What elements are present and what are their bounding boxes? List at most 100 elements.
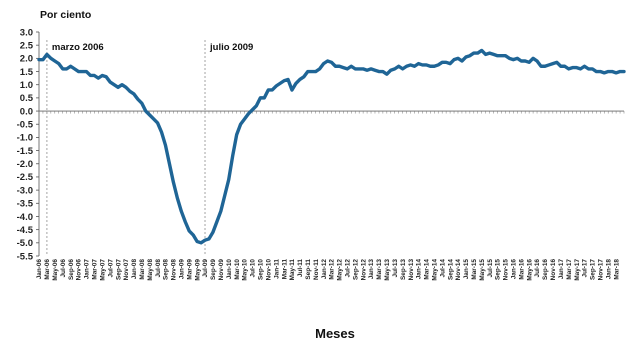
x-tick-label: Jan-06 [36,259,43,280]
x-tick-label: Jan-16 [511,259,518,280]
x-tick-label: Nov-15 [503,259,510,281]
x-tick-label: Jul-12 [345,259,352,278]
x-axis-title: Meses [315,326,355,341]
y-tick-label: 0.0 [20,106,33,117]
x-tick-label: May-08 [147,259,154,281]
x-tick-label: Jul-09 [202,259,209,278]
x-tick-label: Jan-10 [226,259,233,280]
x-tick-label: Jan-08 [131,259,138,280]
x-tick-label: Sep-13 [400,259,407,280]
x-tick-label: May-15 [479,259,486,281]
x-tick-label: Mar-12 [329,259,336,280]
x-tick-label: Jul-11 [297,259,304,278]
x-tick-label: May-09 [194,259,201,281]
x-tick-label: May-07 [99,259,106,281]
y-tick-label: -5.5 [17,251,34,262]
x-tick-label: Sep-08 [163,259,170,280]
y-tick-label: 3.0 [20,27,33,38]
annotation-label: julio 2009 [209,42,253,53]
y-tick-label: 2.0 [20,54,33,65]
x-tick-label: Jul-10 [250,259,257,278]
x-tick-label: Jan-15 [463,259,470,280]
x-tick-label: Sep-12 [352,259,359,280]
x-tick-label: Sep-14 [447,259,454,280]
annotations: marzo 2006 julio 2009 [46,40,253,256]
x-tick-label: Nov-09 [218,259,225,281]
x-tick-label: Mar-09 [186,259,193,280]
x-tick-label: Jul-14 [439,259,446,278]
x-tick-label: Jul-07 [107,259,114,278]
y-tick-label: -3.5 [17,199,34,210]
y-tick-label: -5.0 [17,238,33,249]
x-tick-label: Mar-17 [566,259,573,280]
x-tick-label: Mar-16 [518,259,525,280]
x-tick-label: Jul-17 [582,259,589,278]
y-tick-label: -1.0 [17,133,33,144]
x-tick-label: Sep-09 [210,259,217,280]
x-tick-label: May-06 [52,259,59,281]
annotation-label: marzo 2006 [52,42,104,53]
y-tick-label: -2.0 [17,159,33,170]
x-tick-label: Nov-14 [455,259,462,281]
x-tick-label: Jul-15 [487,259,494,278]
y-tick-label: -3.0 [17,185,33,196]
y-tick-label: 1.5 [20,67,34,78]
x-tick-label: Mar-18 [613,259,620,280]
x-tick-label: Sep-15 [495,259,502,280]
x-tick-label: Sep-07 [115,259,122,280]
x-tick-label: Jan-17 [558,259,565,280]
x-tick-label: May-16 [526,259,533,281]
y-tick-label: 2.5 [20,40,34,51]
x-tick-label: Jan-12 [321,259,328,280]
x-tick-label: Nov-10 [265,259,272,281]
x-tick-label: Sep-17 [590,259,597,280]
x-tick-label: Jul-16 [534,259,541,278]
x-tick-label: Nov-07 [123,259,130,281]
x-tick-label: Nov-16 [550,259,557,281]
y-tick-label: 1.0 [20,80,33,91]
x-tick-label: May-12 [337,259,344,281]
series-line [37,48,626,245]
y-tick-label: -2.5 [17,172,34,183]
x-tick-label: Nov-17 [597,259,604,281]
y-tick-label: 0.5 [20,93,34,104]
x-tick-label: Mar-07 [92,259,99,280]
x-tick-label: Sep-10 [258,259,265,280]
x-tick-label: Mar-06 [44,259,51,280]
x-tick-label: Jan-13 [368,259,375,280]
y-tick-label: -1.5 [17,146,34,157]
x-tick-label: Mar-13 [376,259,383,280]
x-tick-label: Nov-13 [408,259,415,281]
y-tick-label: -4.0 [17,212,33,223]
series-layer [37,48,626,245]
x-tick-label: Nov-12 [360,259,367,281]
x-tick-label: May-14 [431,259,438,281]
x-tick-label: Jul-13 [392,259,399,278]
x-tick-label: Mar-08 [139,259,146,280]
x-tick-label: Sep-06 [68,259,75,280]
x-tick-label: Mar-15 [471,259,478,280]
x-tick-label: May-10 [242,259,249,281]
x-tick-label: Nov-11 [313,259,320,280]
x-tick-label: Nov-06 [76,259,83,281]
x-tick-label: Jan-11 [273,259,280,279]
x-axis: Jan-06 Mar-06 May-06 Jul-06 Sep-06 Nov-06 Jan-… [36,110,625,281]
x-tick-label: Jul-06 [60,259,67,278]
x-tick-label: Sep-16 [542,259,549,280]
x-tick-label: Jan-09 [178,259,185,280]
x-tick-label: Jan-14 [416,259,423,280]
x-tick-label: Jan-07 [84,259,91,280]
x-tick-label: Jan-18 [605,259,612,280]
y-tick-label: -4.5 [17,225,34,236]
x-tick-label: May-13 [384,259,391,281]
x-tick-label: Sep-11 [305,259,312,280]
x-tick-label: Jul-08 [155,259,162,278]
x-tick-label: Nov-08 [171,259,178,281]
x-tick-label: May-17 [574,259,581,281]
y-tick-label: -0.5 [17,120,34,131]
x-tick-label: Mar-10 [234,259,241,280]
y-axis: 3.0 2.5 2.0 1.5 1.0 0.5 0.0 -0.5 -1.0 -1.5 -2.0 -2.… [17,27,40,262]
x-tick-label: May-11 [289,259,296,281]
x-tick-label: Mar-11 [281,259,288,280]
